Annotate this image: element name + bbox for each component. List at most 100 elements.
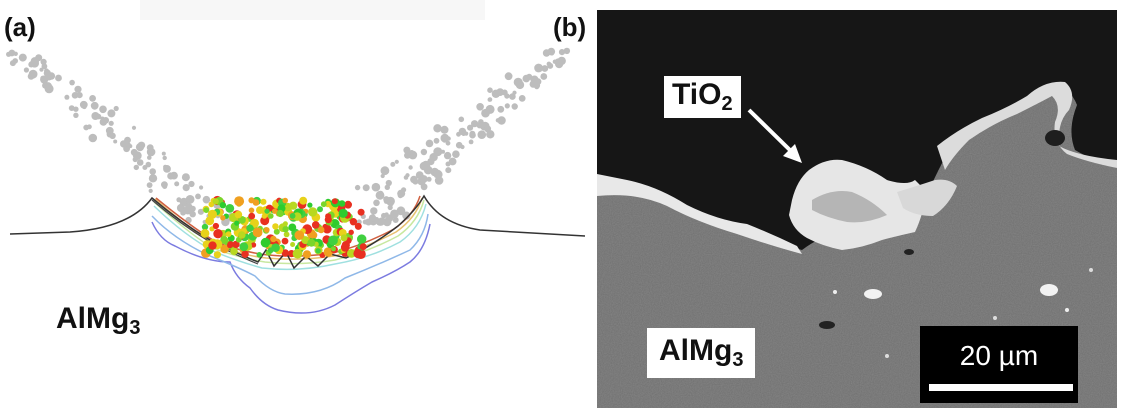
particle	[133, 164, 139, 171]
particle	[419, 161, 429, 171]
particle	[354, 222, 362, 230]
particle	[433, 169, 442, 179]
particle	[74, 85, 82, 93]
particle	[107, 109, 116, 118]
inclusion	[864, 289, 882, 299]
particle	[534, 63, 543, 73]
particle	[491, 89, 501, 99]
particle	[270, 235, 277, 243]
particle	[469, 130, 476, 137]
particle	[73, 106, 79, 112]
particle	[541, 65, 549, 72]
particle	[446, 136, 451, 141]
particle	[375, 190, 385, 200]
particle	[420, 148, 428, 156]
particle	[232, 240, 240, 249]
particle	[23, 67, 29, 73]
particle	[183, 206, 192, 215]
particle	[359, 243, 367, 251]
particle	[264, 227, 270, 233]
particle	[109, 132, 116, 139]
particle	[484, 125, 492, 133]
particle	[383, 196, 390, 203]
particle	[241, 250, 249, 258]
particle	[307, 238, 316, 247]
particle	[328, 235, 338, 246]
particle	[28, 69, 38, 79]
particle	[225, 204, 235, 213]
particle	[200, 229, 210, 238]
particle	[202, 195, 211, 204]
particle	[185, 195, 195, 204]
particle	[290, 242, 296, 247]
particle	[497, 105, 505, 113]
particle	[251, 242, 257, 248]
particle	[83, 124, 90, 131]
material-label-a-main: AlMg	[56, 302, 130, 335]
particle	[234, 196, 245, 207]
particle	[176, 197, 182, 203]
particle	[248, 212, 256, 220]
particle	[281, 237, 289, 245]
particle	[440, 133, 450, 143]
particle	[132, 151, 142, 161]
particle	[146, 182, 153, 189]
particle	[338, 208, 348, 218]
particle	[504, 72, 513, 81]
particle	[220, 215, 226, 221]
particle	[163, 164, 168, 169]
particle	[487, 87, 493, 93]
particle	[124, 136, 131, 144]
particle	[113, 105, 119, 112]
particle	[445, 167, 452, 174]
particle	[495, 118, 501, 123]
particle	[526, 73, 533, 80]
particle	[307, 202, 313, 208]
particle	[69, 79, 75, 86]
particle	[220, 236, 229, 245]
particle	[302, 250, 312, 259]
panel-b-label: (b)	[553, 12, 587, 42]
particle	[308, 207, 318, 217]
particle	[146, 144, 154, 152]
pointer-arrow-line	[747, 108, 797, 157]
particle	[55, 74, 62, 82]
particle	[203, 207, 210, 214]
particle	[340, 234, 348, 242]
particle	[281, 249, 289, 257]
particle	[88, 133, 98, 143]
particle	[429, 153, 438, 162]
panel-a-label: (a)	[4, 12, 36, 42]
particle	[30, 57, 39, 66]
oxide-rim-left	[597, 174, 802, 254]
particle	[145, 161, 152, 168]
particle	[467, 124, 474, 131]
particle	[283, 231, 290, 238]
particle	[433, 124, 442, 133]
particle	[238, 231, 246, 239]
particle	[147, 155, 152, 160]
tio2-label-subscript: 2	[721, 93, 733, 115]
particle	[440, 125, 449, 134]
particle	[256, 206, 264, 215]
particle	[476, 122, 483, 129]
particle	[542, 49, 551, 57]
particle	[272, 208, 278, 214]
material-label-a-subscript: 3	[129, 317, 141, 339]
particle	[485, 104, 495, 114]
particle	[208, 241, 217, 250]
particle	[288, 223, 297, 232]
particle	[267, 247, 274, 254]
particle	[443, 151, 452, 160]
particle	[246, 224, 254, 232]
particle	[497, 116, 506, 125]
particle	[68, 105, 75, 111]
particle	[149, 168, 156, 175]
particle	[234, 210, 243, 219]
simulation-plot	[6, 47, 586, 314]
particle	[317, 206, 323, 213]
particle	[167, 172, 175, 180]
particle	[256, 252, 263, 258]
particle	[458, 116, 465, 123]
particle	[260, 198, 267, 205]
